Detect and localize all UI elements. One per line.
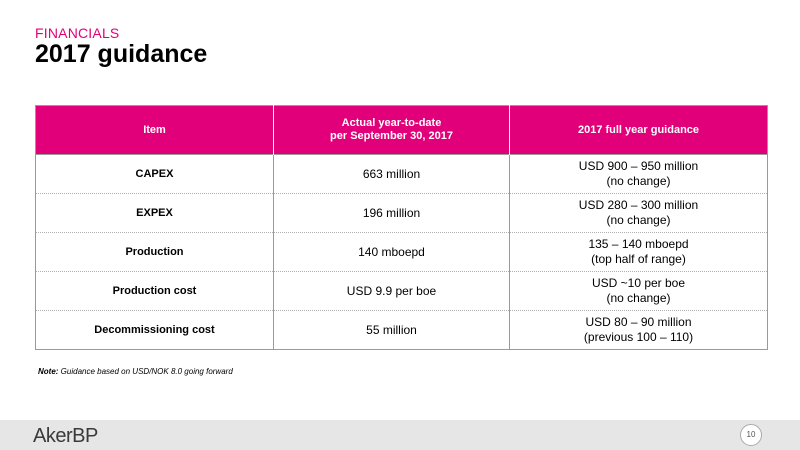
note-label: Note:: [38, 367, 59, 376]
row-actual: 140 mboepd: [273, 232, 510, 272]
table-row: EXPEX 196 million USD 280 – 300 million …: [35, 193, 768, 233]
note-text: Guidance based on USD/NOK 8.0 going forw…: [58, 367, 233, 376]
header-guidance: 2017 full year guidance: [509, 105, 768, 155]
row-item: Production: [35, 232, 274, 272]
footer-bar: AkerBP 10: [0, 420, 800, 450]
header-item: Item: [35, 105, 274, 155]
table-row: CAPEX 663 million USD 900 – 950 million …: [35, 154, 768, 194]
guidance-value: USD ~10 per boe: [591, 276, 686, 290]
table-row: Decommissioning cost 55 million USD 80 –…: [35, 310, 768, 350]
guidance-remark: (no change): [606, 213, 671, 227]
section-label: FINANCIALS: [35, 25, 120, 41]
row-guidance: USD 900 – 950 million (no change): [509, 154, 768, 194]
row-item: CAPEX: [35, 154, 274, 194]
row-actual: 55 million: [273, 310, 510, 350]
table-row: Production cost USD 9.9 per boe USD ~10 …: [35, 271, 768, 311]
header-item-label: Item: [143, 123, 166, 136]
header-actual: Actual year-to-date per September 30, 20…: [273, 105, 510, 155]
row-item: Production cost: [35, 271, 274, 311]
row-actual: USD 9.9 per boe: [273, 271, 510, 311]
page-title: 2017 guidance: [35, 40, 208, 68]
row-guidance: USD 280 – 300 million (no change): [509, 193, 768, 233]
guidance-value: USD 900 – 950 million: [578, 159, 699, 173]
row-guidance: USD ~10 per boe (no change): [509, 271, 768, 311]
guidance-remark: (no change): [606, 174, 671, 188]
footnote: Note: Guidance based on USD/NOK 8.0 goin…: [38, 367, 233, 376]
row-guidance: 135 – 140 mboepd (top half of range): [509, 232, 768, 272]
guidance-value: USD 280 – 300 million: [578, 198, 699, 212]
header-actual-line2: per September 30, 2017: [330, 130, 453, 142]
row-item: Decommissioning cost: [35, 310, 274, 350]
guidance-value: 135 – 140 mboepd: [588, 237, 689, 251]
row-item: EXPEX: [35, 193, 274, 233]
akerbp-logo: AkerBP: [33, 425, 98, 447]
page-number: 10: [740, 424, 762, 446]
guidance-table: Item Actual year-to-date per September 3…: [35, 105, 768, 350]
header-actual-line1: Actual year-to-date: [341, 117, 442, 129]
row-actual: 663 million: [273, 154, 510, 194]
guidance-remark: (top half of range): [591, 252, 686, 266]
header-guidance-label: 2017 full year guidance: [577, 123, 700, 136]
table-row: Production 140 mboepd 135 – 140 mboepd (…: [35, 232, 768, 272]
guidance-remark: (previous 100 – 110): [583, 330, 694, 344]
guidance-remark: (no change): [606, 291, 671, 305]
guidance-value: USD 80 – 90 million: [585, 315, 692, 329]
table-header-row: Item Actual year-to-date per September 3…: [35, 105, 768, 155]
row-guidance: USD 80 – 90 million (previous 100 – 110): [509, 310, 768, 350]
row-actual: 196 million: [273, 193, 510, 233]
